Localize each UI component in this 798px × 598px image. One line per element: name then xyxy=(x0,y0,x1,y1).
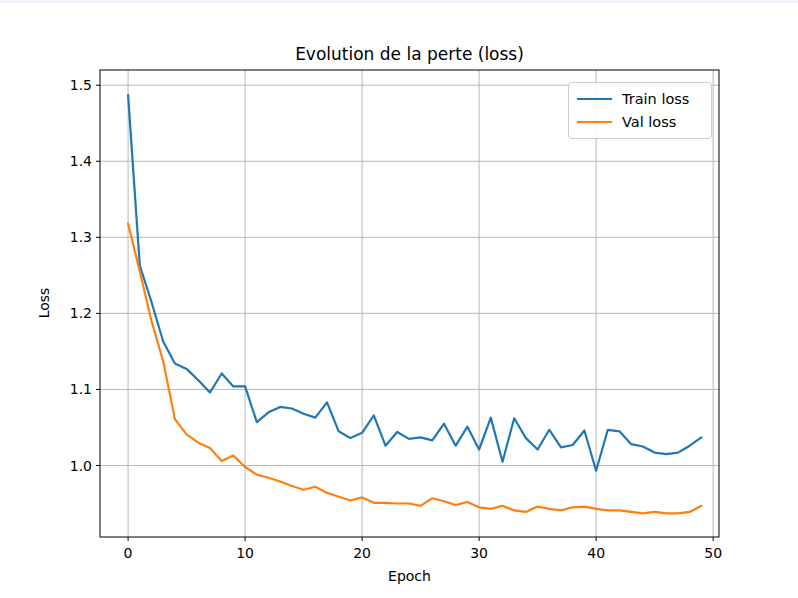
y-axis-label: Loss xyxy=(24,283,64,323)
x-tick-label: 50 xyxy=(704,545,722,561)
x-tick-label: 30 xyxy=(470,545,488,561)
train-loss-line xyxy=(128,95,701,471)
legend-line-swatch-val xyxy=(577,121,612,123)
legend-line-swatch-train xyxy=(577,98,612,100)
x-tick-label: 10 xyxy=(236,545,254,561)
legend-label-train: Train loss xyxy=(622,92,689,107)
y-tick-label: 1.3 xyxy=(70,229,92,245)
x-tick-label: 40 xyxy=(587,545,605,561)
y-tick-label: 1.4 xyxy=(70,153,92,169)
legend: Train loss Val loss xyxy=(568,82,712,139)
x-axis-label: Epoch xyxy=(100,568,719,584)
y-tick-label: 1.5 xyxy=(70,77,92,93)
y-tick-label: 1.2 xyxy=(70,305,92,321)
legend-label-val: Val loss xyxy=(622,115,676,130)
axes-border xyxy=(100,70,719,537)
x-tick-label: 20 xyxy=(353,545,371,561)
matplotlib-figure: Evolution de la perte (loss) 01020304050… xyxy=(0,0,798,598)
legend-item-val: Val loss xyxy=(577,115,703,130)
y-tick-label: 1.0 xyxy=(70,458,92,474)
x-tick-label: 0 xyxy=(124,545,133,561)
legend-item-train: Train loss xyxy=(577,92,703,107)
val-loss-line xyxy=(128,224,701,514)
y-tick-label: 1.1 xyxy=(70,381,92,397)
